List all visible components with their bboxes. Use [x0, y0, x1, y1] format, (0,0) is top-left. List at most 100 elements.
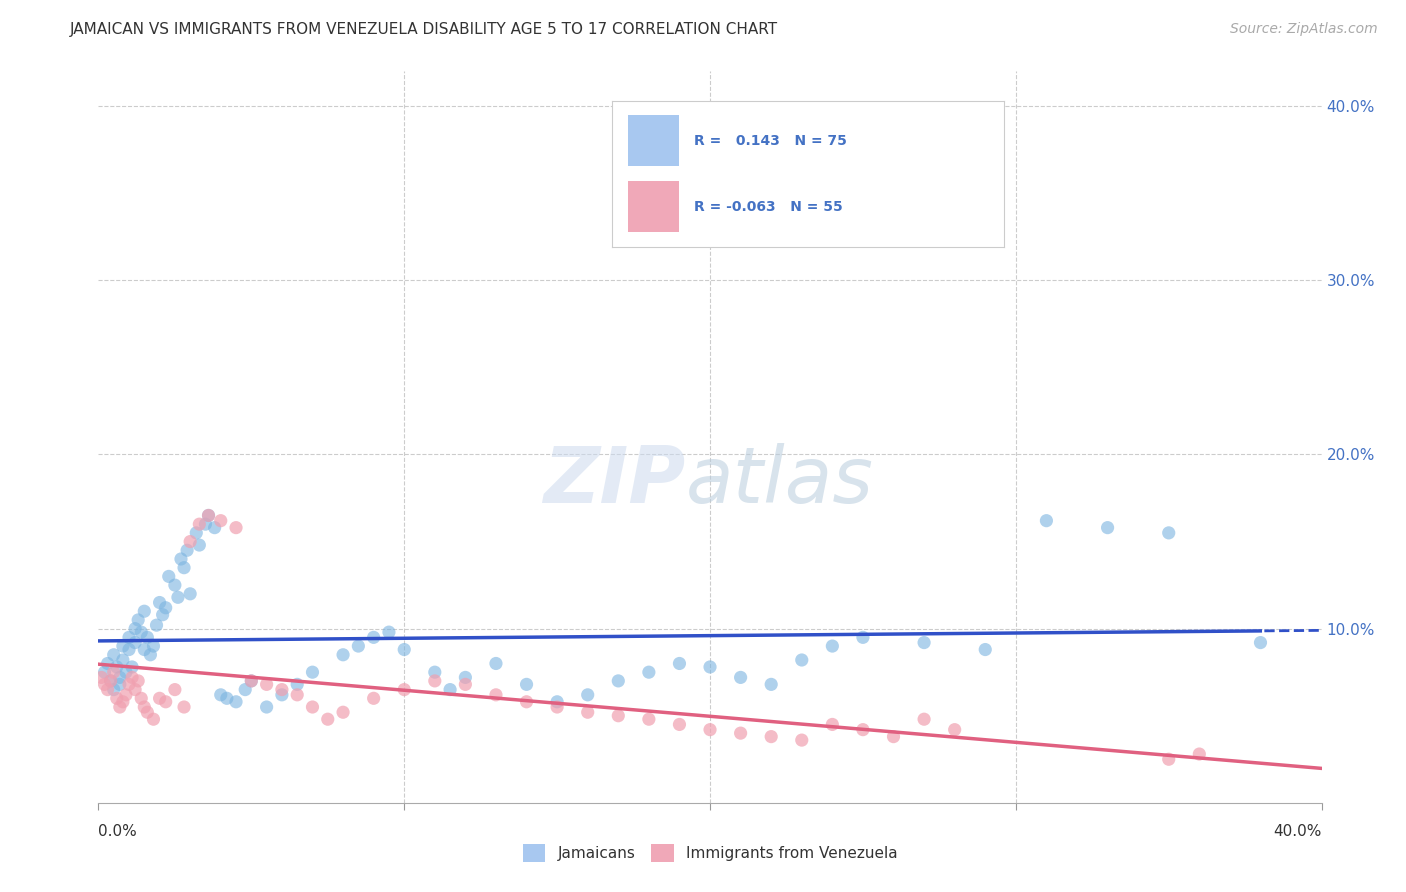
- Point: [157, 569, 180, 583]
- Point: [516, 695, 538, 709]
- Point: [170, 552, 193, 566]
- Text: 40.0%: 40.0%: [1274, 823, 1322, 838]
- Point: [1188, 747, 1211, 761]
- Point: [155, 600, 177, 615]
- Point: [145, 618, 167, 632]
- Point: [546, 700, 568, 714]
- Point: [134, 604, 156, 618]
- Point: [392, 642, 416, 657]
- Point: [108, 670, 131, 684]
- Point: [285, 677, 308, 691]
- Text: Source: ZipAtlas.com: Source: ZipAtlas.com: [1230, 22, 1378, 37]
- Point: [188, 538, 211, 552]
- Text: 0.0%: 0.0%: [98, 823, 138, 838]
- Point: [852, 723, 875, 737]
- Point: [111, 695, 134, 709]
- Point: [225, 695, 247, 709]
- Legend: Jamaicans, Immigrants from Venezuela: Jamaicans, Immigrants from Venezuela: [516, 838, 904, 868]
- Text: atlas: atlas: [686, 443, 873, 519]
- Point: [423, 673, 446, 688]
- Point: [576, 688, 599, 702]
- Point: [209, 514, 232, 528]
- Point: [790, 653, 813, 667]
- Point: [1157, 525, 1180, 540]
- Point: [1157, 752, 1180, 766]
- Point: [285, 688, 308, 702]
- Point: [105, 660, 128, 674]
- Point: [363, 631, 385, 645]
- Point: [912, 635, 935, 649]
- Point: [186, 525, 208, 540]
- Point: [1035, 514, 1057, 528]
- Point: [270, 682, 292, 697]
- Point: [103, 665, 125, 680]
- Point: [378, 625, 401, 640]
- Point: [485, 688, 508, 702]
- Point: [100, 673, 122, 688]
- Point: [93, 665, 115, 680]
- Point: [197, 508, 219, 523]
- Point: [454, 670, 477, 684]
- Point: [194, 517, 217, 532]
- Point: [316, 712, 339, 726]
- Point: [759, 677, 782, 691]
- Point: [204, 521, 226, 535]
- Point: [134, 642, 156, 657]
- Point: [142, 712, 165, 726]
- Point: [699, 660, 721, 674]
- Point: [118, 642, 141, 657]
- Point: [142, 639, 165, 653]
- Point: [176, 543, 198, 558]
- Point: [149, 691, 172, 706]
- Point: [93, 677, 115, 691]
- Point: [121, 660, 143, 674]
- Point: [883, 730, 905, 744]
- Point: [1249, 635, 1271, 649]
- Point: [90, 670, 112, 684]
- Point: [108, 677, 131, 691]
- Point: [124, 635, 146, 649]
- Point: [240, 673, 263, 688]
- Point: [124, 682, 146, 697]
- Point: [347, 639, 370, 653]
- Point: [225, 521, 247, 535]
- Point: [111, 653, 134, 667]
- Point: [139, 648, 162, 662]
- Text: ZIP: ZIP: [543, 443, 686, 519]
- Point: [912, 712, 935, 726]
- Point: [759, 730, 782, 744]
- Point: [118, 631, 141, 645]
- Point: [332, 705, 354, 719]
- Point: [454, 677, 477, 691]
- Point: [233, 682, 256, 697]
- Point: [240, 673, 263, 688]
- Point: [115, 665, 138, 680]
- Point: [607, 673, 630, 688]
- Point: [821, 639, 844, 653]
- Point: [546, 695, 568, 709]
- Point: [129, 625, 152, 640]
- Point: [127, 673, 149, 688]
- Point: [668, 717, 690, 731]
- Point: [637, 712, 661, 726]
- Point: [332, 648, 354, 662]
- Point: [105, 691, 128, 706]
- Point: [103, 682, 125, 697]
- Point: [974, 642, 997, 657]
- Point: [167, 591, 190, 605]
- Point: [485, 657, 508, 671]
- Point: [179, 587, 201, 601]
- Point: [301, 700, 323, 714]
- Point: [136, 705, 159, 719]
- Point: [576, 705, 599, 719]
- Point: [1097, 521, 1119, 535]
- Point: [124, 622, 146, 636]
- Point: [301, 665, 323, 680]
- Point: [108, 700, 131, 714]
- Point: [607, 708, 630, 723]
- Point: [100, 673, 122, 688]
- Text: JAMAICAN VS IMMIGRANTS FROM VENEZUELA DISABILITY AGE 5 TO 17 CORRELATION CHART: JAMAICAN VS IMMIGRANTS FROM VENEZUELA DI…: [70, 22, 779, 37]
- Point: [256, 677, 278, 691]
- Point: [173, 560, 195, 574]
- Point: [179, 534, 201, 549]
